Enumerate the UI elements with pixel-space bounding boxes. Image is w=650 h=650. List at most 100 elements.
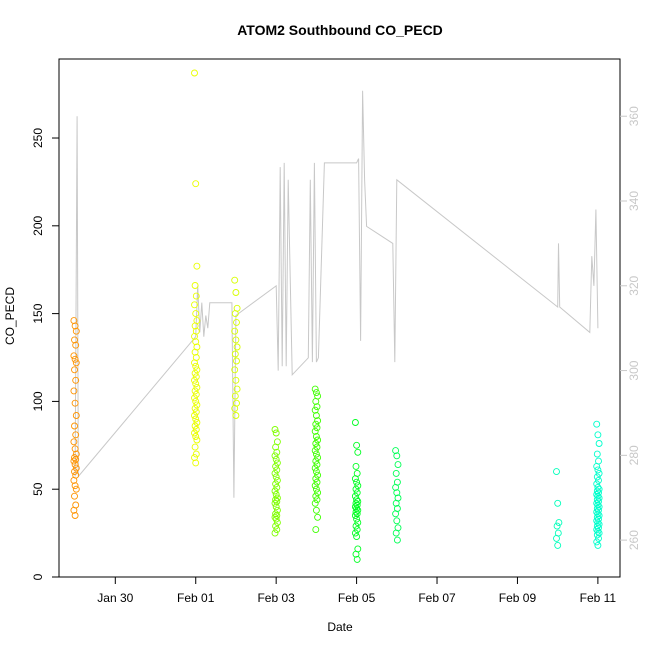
data-point [595, 469, 603, 477]
series-6 [392, 447, 402, 544]
data-point [594, 527, 602, 535]
data-point [593, 522, 601, 530]
chart-title: ATOM2 Southbound CO_PECD [237, 22, 443, 38]
data-point [351, 512, 359, 519]
data-point [593, 487, 601, 495]
data-point [392, 447, 400, 455]
x-tick-label: Feb 05 [338, 591, 376, 605]
data-point [312, 506, 320, 514]
data-point [595, 498, 602, 505]
data-point [553, 522, 561, 530]
data-point [71, 399, 79, 407]
data-point [312, 485, 320, 493]
data-point [191, 301, 198, 309]
data-point [272, 491, 280, 498]
data-point [311, 499, 319, 507]
data-point [312, 492, 320, 500]
data-point [593, 420, 601, 428]
data-point [70, 457, 78, 465]
data-point [353, 526, 361, 534]
data-point [71, 454, 78, 462]
data-point [354, 482, 362, 490]
data-point [314, 513, 322, 521]
data-point [71, 492, 78, 500]
data-point [312, 457, 320, 465]
data-point [554, 499, 562, 507]
y-tick-label: 250 [31, 128, 45, 148]
data-point [352, 462, 360, 470]
data-point [271, 469, 279, 477]
x-tick-label: Feb 11 [580, 591, 617, 605]
data-point [273, 483, 281, 491]
y-tick-label: 0 [31, 573, 45, 580]
data-point [191, 404, 199, 412]
data-point [192, 362, 200, 370]
y-tick-label: 200 [31, 215, 45, 235]
data-point [71, 445, 79, 453]
data-point [593, 491, 601, 498]
data-point [191, 282, 199, 289]
x-tick-label: Feb 01 [177, 591, 215, 605]
data-point [351, 475, 359, 483]
data-point [392, 499, 400, 507]
data-point [312, 433, 320, 440]
data-point [191, 348, 199, 356]
series-1 [191, 69, 201, 467]
data-point [191, 376, 198, 384]
data-point [553, 534, 560, 542]
data-point [191, 69, 198, 77]
y-tick-label: 100 [31, 391, 45, 411]
data-point [311, 447, 319, 455]
data-point [72, 450, 80, 458]
data-point [312, 468, 320, 476]
data-point [353, 515, 361, 523]
data-point [392, 483, 400, 491]
data-point [353, 478, 361, 486]
data-point [595, 529, 603, 537]
data-point [191, 454, 198, 462]
data-point [594, 492, 602, 500]
data-point [70, 438, 78, 446]
data-point [72, 412, 80, 419]
data-point [191, 332, 198, 340]
data-point [272, 515, 280, 523]
data-point [193, 401, 201, 409]
data-point [70, 476, 78, 484]
data-point [593, 517, 601, 525]
series-2 [231, 276, 241, 419]
data-point [231, 392, 239, 400]
data-point [354, 448, 362, 456]
data-point [232, 336, 240, 344]
data-point [314, 489, 322, 497]
y-axis-label: CO_PECD [3, 287, 17, 345]
data-point [273, 526, 281, 534]
y2-tick-label: 280 [627, 445, 641, 465]
data-point [351, 503, 359, 511]
data-point [353, 510, 361, 518]
data-point [233, 318, 240, 326]
data-point [71, 468, 78, 476]
series-4 [311, 385, 322, 534]
data-point [353, 501, 361, 509]
data-point [594, 466, 602, 474]
data-point [353, 489, 361, 497]
data-point [271, 499, 279, 507]
data-point [72, 359, 80, 367]
y-tick-label: 50 [31, 482, 45, 496]
data-point [593, 450, 601, 458]
data-point [192, 380, 200, 388]
data-point [192, 426, 200, 433]
data-point [233, 357, 240, 365]
data-point [72, 341, 80, 349]
data-point [72, 485, 80, 493]
data-point [554, 541, 562, 549]
data-point [72, 431, 80, 439]
data-point [313, 461, 321, 469]
data-point [312, 475, 320, 483]
series-3 [271, 426, 281, 537]
y2-tick-label: 260 [627, 530, 641, 550]
data-point [353, 533, 361, 541]
data-point [594, 431, 602, 439]
data-point [273, 459, 281, 467]
data-point [353, 441, 361, 449]
